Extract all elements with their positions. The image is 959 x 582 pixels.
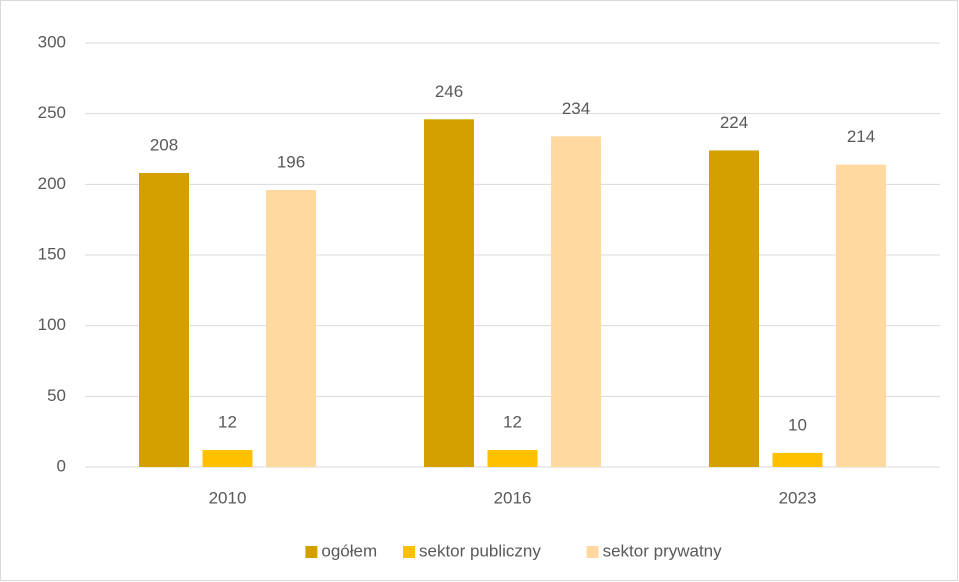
bar <box>139 173 189 467</box>
bar <box>424 119 474 467</box>
legend-swatch <box>586 546 599 558</box>
y-tick-label: 300 <box>38 32 66 51</box>
x-tick-label: 2016 <box>494 488 532 507</box>
x-tick-label: 2023 <box>779 488 817 507</box>
data-label: 208 <box>150 136 178 155</box>
bar <box>709 150 759 467</box>
data-label: 10 <box>788 415 807 434</box>
y-tick-label: 250 <box>38 103 66 122</box>
data-label: 12 <box>218 413 237 432</box>
data-label: 224 <box>720 113 748 132</box>
legend-swatch <box>403 546 415 558</box>
data-label: 214 <box>847 127 875 146</box>
data-label: 196 <box>277 152 305 171</box>
legend-label: ogółem <box>321 541 377 560</box>
bar <box>266 189 316 467</box>
x-tick-label: 2010 <box>209 488 247 507</box>
y-tick-label: 150 <box>38 244 66 263</box>
y-tick-label: 100 <box>38 315 66 334</box>
bar <box>487 450 538 467</box>
data-label: 12 <box>503 413 522 432</box>
bar <box>202 450 253 467</box>
bar <box>772 452 823 467</box>
data-label: 246 <box>435 82 463 101</box>
legend-label: sektor publiczny <box>419 541 541 560</box>
y-tick-label: 0 <box>57 456 66 475</box>
legend-label: sektor prywatny <box>603 541 723 560</box>
legend-swatch <box>305 546 318 558</box>
y-tick-label: 200 <box>38 174 66 193</box>
bar <box>551 136 601 467</box>
y-tick-label: 50 <box>47 386 66 405</box>
data-label: 234 <box>562 99 590 118</box>
bar <box>836 164 886 467</box>
